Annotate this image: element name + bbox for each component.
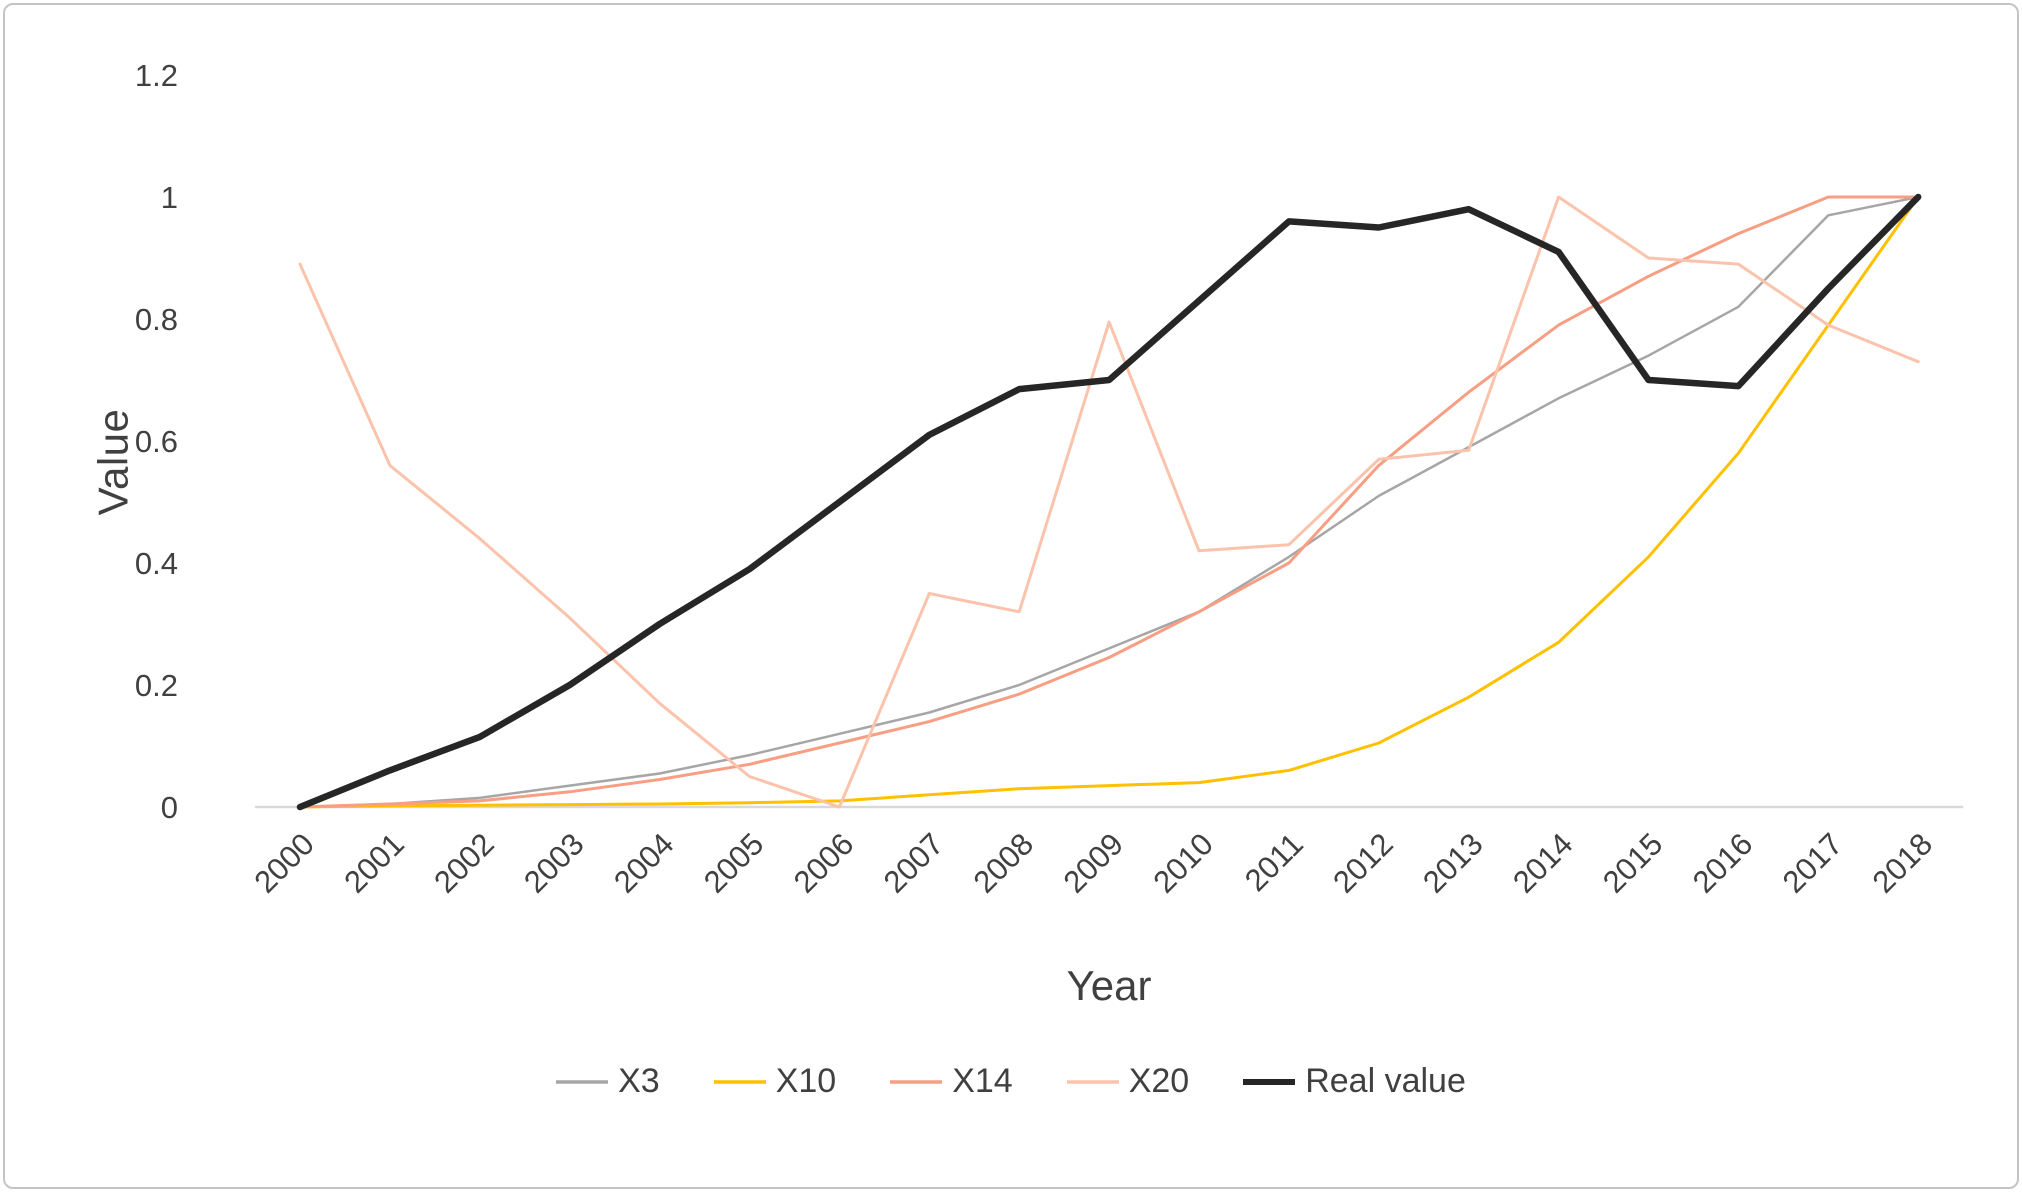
y-axis-title: Value xyxy=(89,408,137,516)
x-tick-label: 2006 xyxy=(787,826,861,900)
series-line-x10 xyxy=(298,195,1920,809)
series-line-x20 xyxy=(298,195,1920,809)
legend-label: X3 xyxy=(618,1062,660,1100)
x-tick-label: 2016 xyxy=(1686,826,1760,900)
legend-swatch xyxy=(556,1079,609,1084)
figure-border xyxy=(3,3,2019,1189)
legend-swatch xyxy=(1243,1078,1296,1085)
x-tick-label: 2007 xyxy=(877,826,951,900)
y-tick-label: 0.4 xyxy=(135,546,178,581)
x-tick-label: 2010 xyxy=(1146,826,1220,900)
x-tick-label: 2011 xyxy=(1238,826,1310,898)
x-tick-label: 2001 xyxy=(337,826,411,900)
legend-label: X10 xyxy=(775,1062,837,1100)
legend-swatch xyxy=(713,1079,766,1084)
legend-item-real-value: Real value xyxy=(1243,1062,1466,1101)
series-line-x3 xyxy=(298,195,1920,809)
x-tick-label: 2013 xyxy=(1416,826,1490,900)
x-tick-label: 2009 xyxy=(1057,826,1131,900)
y-tick-label: 1.2 xyxy=(135,58,178,93)
x-tick-label: 2015 xyxy=(1596,826,1670,900)
legend-swatch xyxy=(890,1079,943,1084)
legend-item-x20: X20 xyxy=(1066,1062,1190,1101)
x-tick-label: 2014 xyxy=(1506,826,1580,900)
x-tick-label: 2003 xyxy=(517,826,591,900)
x-tick-label: 2012 xyxy=(1326,826,1400,900)
legend-swatch xyxy=(1066,1079,1119,1084)
legend-item-x10: X10 xyxy=(713,1062,837,1101)
y-tick-label: 0.8 xyxy=(135,302,178,337)
legend-label: Real value xyxy=(1305,1062,1466,1100)
y-tick-label: 1 xyxy=(161,180,178,215)
x-tick-label: 2018 xyxy=(1866,826,1940,900)
x-tick-label: 2002 xyxy=(427,826,501,900)
chart-legend: X3 X10 X14 X20 Real value xyxy=(0,1062,2022,1101)
y-tick-label: 0.2 xyxy=(135,668,178,703)
legend-label: X14 xyxy=(952,1062,1013,1100)
x-tick-label: 2008 xyxy=(967,826,1041,900)
legend-item-x3: X3 xyxy=(556,1062,660,1101)
x-tick-label: 2004 xyxy=(607,826,681,900)
legend-label: X20 xyxy=(1128,1062,1190,1100)
y-tick-label: 0 xyxy=(161,790,178,825)
legend-item-x14: X14 xyxy=(890,1062,1013,1101)
x-tick-label: 2017 xyxy=(1776,826,1850,900)
x-tick-label: 2000 xyxy=(247,826,321,900)
series-line-x14 xyxy=(298,195,1920,809)
x-tick-label: 2005 xyxy=(697,826,771,900)
x-axis-title: Year xyxy=(1066,962,1152,1009)
series-line-real-value xyxy=(296,193,1922,811)
y-tick-label: 0.6 xyxy=(135,424,178,459)
